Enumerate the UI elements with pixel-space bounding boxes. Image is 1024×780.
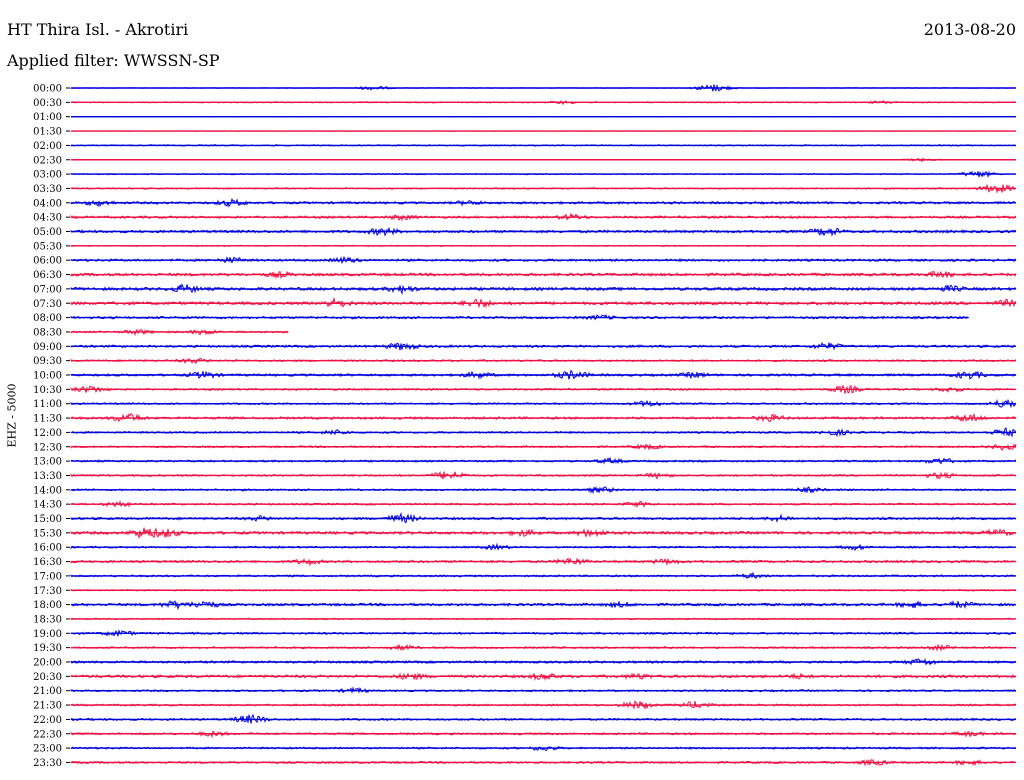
time-tick-label: 21:00: [33, 686, 62, 697]
time-tick-label: 05:00: [33, 227, 62, 238]
time-tick-label: 14:30: [33, 500, 62, 511]
time-tick-label: 22:00: [33, 715, 62, 726]
time-tick-label: 02:00: [33, 141, 62, 152]
time-tick-label: 09:00: [33, 342, 62, 353]
time-tick-label: 18:30: [33, 614, 62, 625]
time-tick-label: 23:00: [33, 744, 62, 755]
time-tick-label: 16:00: [33, 543, 62, 554]
time-tick-label: 11:30: [33, 414, 62, 425]
time-tick-label: 15:30: [33, 528, 62, 539]
time-tick-label: 07:30: [33, 299, 62, 310]
time-tick-label: 13:30: [33, 471, 62, 482]
time-tick-label: 01:30: [33, 127, 62, 138]
time-tick-label: 08:00: [33, 313, 62, 324]
time-tick-label: 14:00: [33, 485, 62, 496]
time-tick-label: 20:30: [33, 672, 62, 683]
time-tick-label: 22:30: [33, 729, 62, 740]
time-tick-label: 04:00: [33, 198, 62, 209]
time-tick-label: 10:30: [33, 385, 62, 396]
time-tick-label: 08:30: [33, 327, 62, 338]
time-tick-label: 02:30: [33, 155, 62, 166]
time-tick-label: 00:30: [33, 98, 62, 109]
time-tick-label: 23:30: [33, 758, 62, 769]
time-tick-label: 17:30: [33, 586, 62, 597]
time-tick-label: 15:00: [33, 514, 62, 525]
time-tick-label: 12:30: [33, 442, 62, 453]
time-tick-label: 13:00: [33, 457, 62, 468]
time-tick-label: 03:00: [33, 170, 62, 181]
time-tick-label: 20:00: [33, 658, 62, 669]
time-tick-label: 06:30: [33, 270, 62, 281]
time-tick-label: 21:30: [33, 701, 62, 712]
time-tick-label: 12:00: [33, 428, 62, 439]
station-title: HT Thira Isl. - Akrotiri: [7, 20, 189, 39]
time-tick-label: 03:30: [33, 184, 62, 195]
time-tick-label: 07:00: [33, 284, 62, 295]
time-tick-label: 11:00: [33, 399, 62, 410]
time-tick-label: 09:30: [33, 356, 62, 367]
time-tick-label: 17:00: [33, 571, 62, 582]
time-tick-label: 06:00: [33, 256, 62, 267]
time-tick-label: 00:00: [33, 84, 62, 95]
time-tick-label: 18:00: [33, 600, 62, 611]
time-tick-label: 01:00: [33, 112, 62, 123]
time-tick-label: 04:30: [33, 213, 62, 224]
time-tick-label: 19:30: [33, 643, 62, 654]
time-tick-label: 05:30: [33, 241, 62, 252]
date-label: 2013-08-20: [923, 20, 1016, 39]
time-tick-label: 16:30: [33, 557, 62, 568]
filter-label: Applied filter: WWSSN-SP: [7, 51, 220, 70]
time-tick-label: 19:00: [33, 629, 62, 640]
time-tick-label: 10:00: [33, 371, 62, 382]
